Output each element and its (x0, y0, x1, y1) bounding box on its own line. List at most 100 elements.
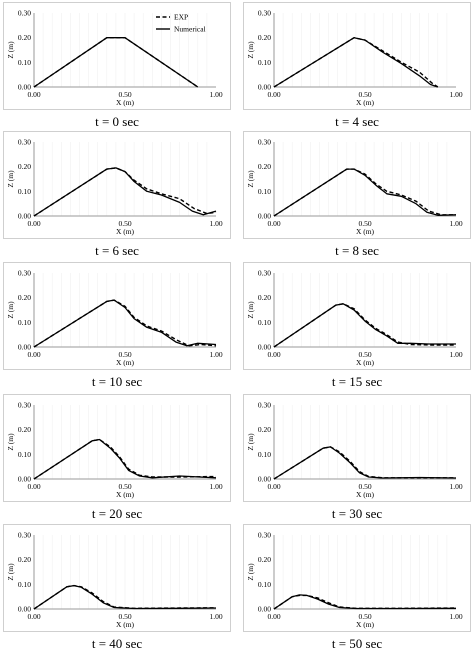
panel-caption: t = 50 sec (331, 636, 383, 651)
panel-caption: t = 15 sec (331, 374, 383, 389)
y-tick-label: 0.00 (18, 343, 31, 352)
x-axis-title: X (m) (116, 98, 135, 107)
x-tick-label: 0.00 (267, 482, 280, 491)
y-tick-label: 0.30 (258, 531, 271, 540)
y-tick-label: 0.20 (258, 33, 271, 42)
y-tick-label: 0.20 (258, 555, 271, 564)
y-tick-label: 0.20 (18, 293, 31, 302)
chart-svg: 0.00 0.10 0.20 0.30 0.00 0.50 1.00 X (m) Z (m) (246, 9, 463, 108)
chart-svg: 0.00 0.10 0.20 0.30 0.00 0.50 1.00 X (m) Z (m) (246, 269, 463, 368)
chart-panel: 0.00 0.10 0.20 0.30 0.00 0.50 1.00 X (m) Z (m) (243, 524, 471, 632)
x-tick-label: 0.50 (118, 350, 131, 359)
x-tick-label: 1.00 (449, 350, 462, 359)
y-tick-label: 0.10 (18, 318, 31, 327)
x-tick-label: 1.00 (449, 219, 462, 228)
y-tick-label: 0.20 (18, 425, 31, 434)
y-tick-label: 0.00 (258, 212, 271, 221)
x-tick-label: 1.00 (209, 482, 222, 491)
y-tick-label: 0.20 (258, 293, 271, 302)
y-axis-title: Z (m) (6, 433, 15, 451)
y-tick-label: 0.10 (258, 450, 271, 459)
x-tick-label: 0.50 (358, 482, 371, 491)
x-tick-label: 1.00 (209, 612, 222, 621)
series-exp-line (273, 446, 456, 480)
panel-caption: t = 30 sec (331, 506, 383, 521)
y-axis-title: Z (m) (246, 563, 255, 581)
y-tick-label: 0.10 (18, 187, 31, 196)
y-tick-label: 0.00 (18, 83, 31, 92)
y-tick-label: 0.20 (18, 555, 31, 564)
y-tick-label: 0.00 (258, 343, 271, 352)
chart-svg: 0.00 0.10 0.20 0.30 0.00 0.50 1.00 X (m) Z (m) (6, 531, 223, 630)
x-axis-title: X (m) (116, 227, 135, 236)
y-tick-label: 0.10 (18, 450, 31, 459)
chart-svg: 0.00 0.10 0.20 0.30 0.00 0.50 1.00 X (m) Z (m) (6, 138, 223, 237)
y-tick-label: 0.30 (18, 401, 31, 410)
x-tick-label: 1.00 (449, 482, 462, 491)
y-axis-title: Z (m) (246, 170, 255, 188)
x-tick-label: 1.00 (449, 90, 462, 99)
series-exp-line (33, 584, 217, 610)
panel-caption: t = 0 sec (95, 114, 139, 129)
series-numerical-line (273, 37, 439, 88)
chart-svg: 0.00 0.10 0.20 0.30 0.00 0.50 1.00 X (m) Z (m) (6, 269, 223, 368)
x-tick-label: 0.50 (358, 612, 371, 621)
x-tick-label: 0.00 (27, 219, 40, 228)
y-axis-title: Z (m) (6, 563, 15, 581)
y-tick-label: 0.20 (18, 162, 31, 171)
chart-panel: 0.00 0.10 0.20 0.30 0.00 0.50 1.00 X (m) Z (m) (243, 2, 471, 110)
y-axis-title: Z (m) (246, 433, 255, 451)
y-tick-label: 0.00 (18, 605, 31, 614)
y-tick-label: 0.10 (258, 318, 271, 327)
y-tick-label: 0.30 (18, 138, 31, 147)
x-tick-label: 0.00 (27, 90, 40, 99)
x-axis-title: X (m) (116, 358, 135, 367)
x-tick-label: 0.50 (358, 90, 371, 99)
series-exp-line (33, 37, 199, 88)
chart-panel: 0.00 0.10 0.20 0.30 0.00 0.50 1.00 X (m) Z (m) (3, 262, 231, 370)
x-tick-label: 0.00 (267, 90, 280, 99)
x-tick-label: 0.50 (118, 482, 131, 491)
y-axis-title: Z (m) (246, 301, 255, 319)
x-axis-title: X (m) (356, 98, 375, 107)
y-axis-title: Z (m) (6, 301, 15, 319)
y-tick-label: 0.30 (18, 531, 31, 540)
x-tick-label: 1.00 (449, 612, 462, 621)
y-tick-label: 0.20 (258, 162, 271, 171)
x-tick-label: 0.00 (27, 482, 40, 491)
x-axis-title: X (m) (356, 227, 375, 236)
series-exp-line (33, 438, 217, 480)
x-tick-label: 0.00 (267, 219, 280, 228)
chart-svg: 0.00 0.10 0.20 0.30 0.00 0.50 1.00 X (m) Z (m) (246, 531, 463, 630)
x-axis-title: X (m) (116, 620, 135, 629)
y-tick-label: 0.10 (18, 580, 31, 589)
y-tick-label: 0.30 (258, 401, 271, 410)
x-tick-label: 0.50 (118, 90, 131, 99)
x-tick-label: 0.50 (358, 219, 371, 228)
y-tick-label: 0.30 (258, 269, 271, 278)
x-tick-label: 0.00 (267, 350, 280, 359)
series-exp-line (273, 303, 456, 348)
chart-panel: 0.00 0.10 0.20 0.30 0.00 0.50 1.00 X (m) Z (m) (243, 262, 471, 370)
panel-caption: t = 20 sec (91, 506, 143, 521)
y-axis-title: Z (m) (6, 170, 15, 188)
x-axis-title: X (m) (116, 490, 135, 499)
x-tick-label: 0.00 (27, 350, 40, 359)
chart-svg: 0.00 0.10 0.20 0.30 0.00 0.50 1.00 X (m) Z (m) (246, 401, 463, 500)
x-tick-label: 1.00 (209, 219, 222, 228)
x-tick-label: 0.00 (267, 612, 280, 621)
y-axis-title: Z (m) (246, 41, 255, 59)
x-tick-label: 0.50 (358, 350, 371, 359)
x-tick-label: 0.00 (27, 612, 40, 621)
series-numerical-line (33, 584, 217, 610)
chart-svg: 0.00 0.10 0.20 0.30 0.00 0.50 1.00 X (m) Z (m) (6, 401, 223, 500)
chart-panel: 0.00 0.10 0.20 0.30 0.00 0.50 1.00 X (m) Z (m) EX… (3, 2, 231, 110)
series-exp-line (33, 167, 217, 217)
panel-caption: t = 6 sec (95, 243, 139, 258)
x-tick-label: 1.00 (209, 350, 222, 359)
y-tick-label: 0.10 (258, 580, 271, 589)
x-tick-label: 1.00 (209, 90, 222, 99)
y-tick-label: 0.20 (258, 425, 271, 434)
panel-caption: t = 8 sec (335, 243, 379, 258)
chart-panel: 0.00 0.10 0.20 0.30 0.00 0.50 1.00 X (m) Z (m) (3, 524, 231, 632)
